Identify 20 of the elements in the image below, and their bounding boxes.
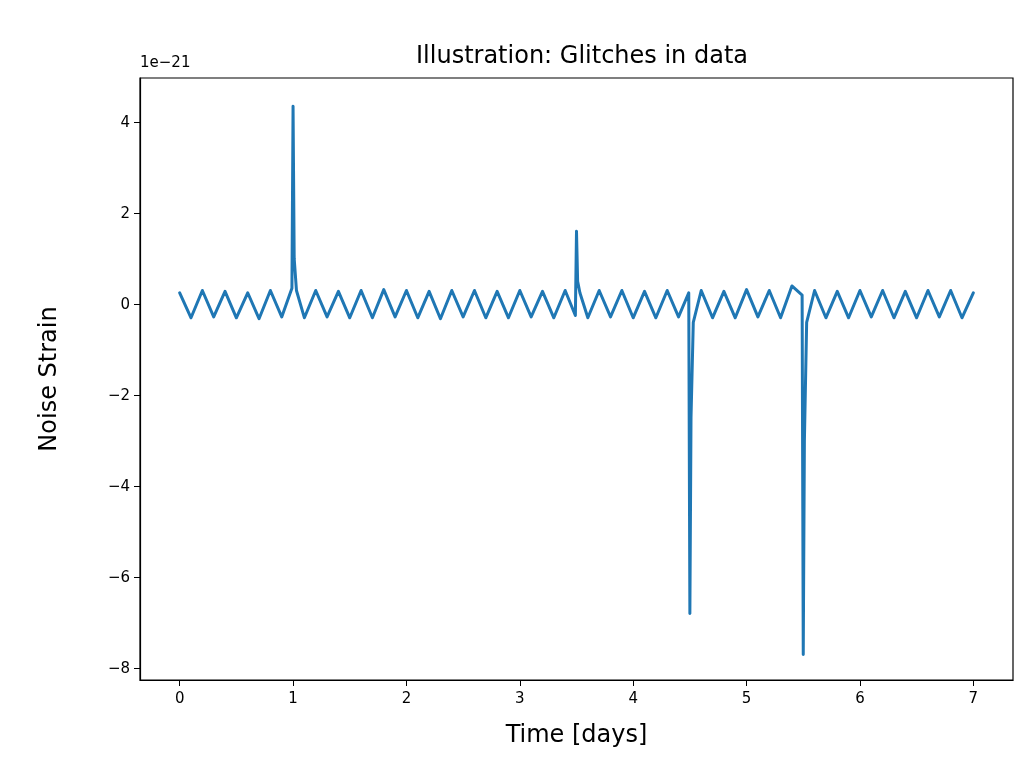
y-axis-title: Noise Strain (34, 306, 62, 452)
x-axis-title: Time [days] (504, 720, 648, 748)
y-tick-label: −2 (107, 386, 130, 405)
x-tick-label: 5 (741, 688, 752, 707)
line-series (178, 104, 975, 657)
text: 1e−21 (140, 52, 191, 71)
x-tick-label: 1 (288, 688, 298, 707)
x-tick-label: 0 (174, 688, 185, 707)
x-tick-label: 2 (401, 688, 412, 707)
y-tick-label: −6 (107, 568, 130, 587)
chart-title: Illustration: Glitches in data (415, 41, 749, 69)
x-tick-label: 4 (628, 688, 638, 707)
x-tick-label: 7 (968, 688, 979, 707)
y-tick-label: 0 (120, 295, 130, 314)
y-tick-label: −8 (107, 659, 130, 678)
x-tick-label: 6 (855, 688, 865, 707)
y-tick-label: 2 (120, 204, 130, 223)
x-tick-label: 3 (515, 688, 525, 707)
y-tick-label: 4 (120, 113, 130, 132)
y-tick-label: −4 (107, 477, 130, 496)
